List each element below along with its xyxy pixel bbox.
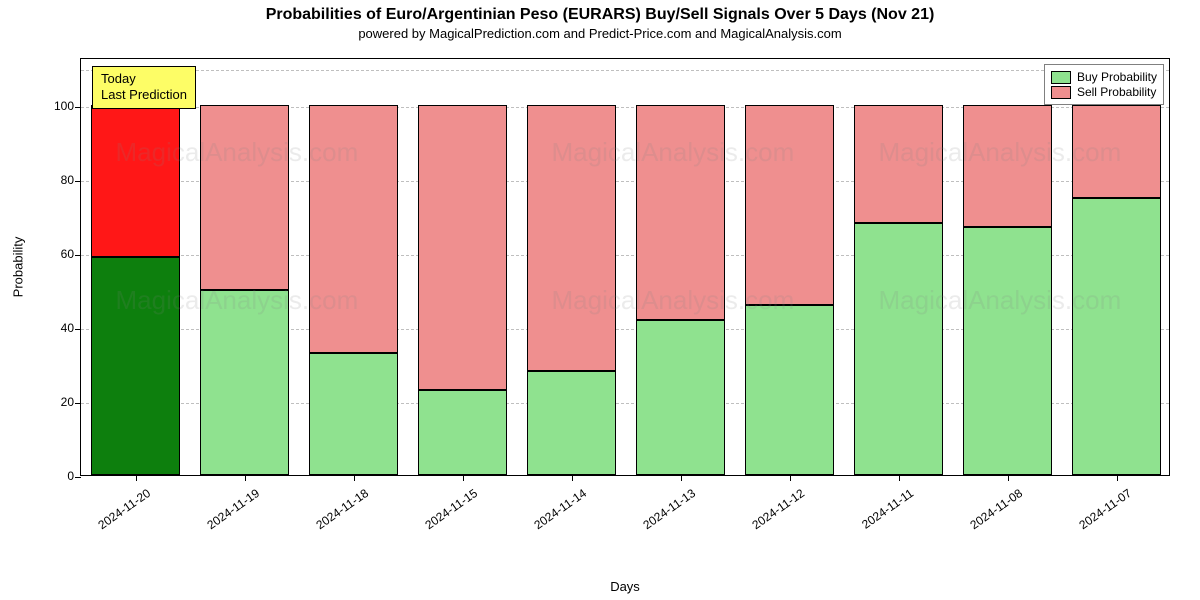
sell-bar — [418, 105, 507, 390]
buy-bar — [963, 227, 1052, 475]
x-tick-label: 2024-11-07 — [1068, 486, 1133, 538]
sell-bar — [854, 105, 943, 223]
x-tick-label: 2024-11-20 — [87, 486, 152, 538]
y-tick-label: 20 — [34, 395, 74, 409]
y-tick-label: 60 — [34, 247, 74, 261]
bar-group — [527, 59, 616, 475]
sell-bar — [636, 105, 725, 320]
legend-buy-swatch — [1051, 71, 1071, 84]
y-tick-mark — [75, 477, 81, 478]
buy-bar — [309, 353, 398, 475]
x-tick-label: 2024-11-08 — [959, 486, 1024, 538]
y-tick-mark — [75, 255, 81, 256]
chart-subtitle: powered by MagicalPrediction.com and Pre… — [0, 26, 1200, 41]
y-tick-label: 80 — [34, 173, 74, 187]
x-tick-mark — [1008, 475, 1009, 481]
y-tick-label: 40 — [34, 321, 74, 335]
buy-bar — [854, 223, 943, 475]
bar-group — [418, 59, 507, 475]
y-tick-mark — [75, 181, 81, 182]
x-tick-mark — [572, 475, 573, 481]
x-tick-label: 2024-11-11 — [850, 486, 915, 538]
x-axis-label: Days — [610, 579, 640, 594]
x-tick-mark — [354, 475, 355, 481]
legend-sell: Sell Probability — [1051, 85, 1157, 99]
bar-group — [1072, 59, 1161, 475]
x-tick-mark — [245, 475, 246, 481]
legend-sell-label: Sell Probability — [1077, 85, 1156, 99]
chart-title: Probabilities of Euro/Argentinian Peso (… — [0, 0, 1200, 24]
bar-group — [745, 59, 834, 475]
y-tick-label: 100 — [34, 99, 74, 113]
bar-group — [854, 59, 943, 475]
bar-group — [636, 59, 725, 475]
buy-bar — [91, 257, 180, 475]
y-tick-label: 0 — [34, 469, 74, 483]
x-tick-mark — [899, 475, 900, 481]
x-tick-label: 2024-11-15 — [414, 486, 479, 538]
x-tick-mark — [790, 475, 791, 481]
y-axis-label: Probability — [11, 237, 26, 298]
legend: Buy ProbabilitySell Probability — [1044, 64, 1164, 105]
y-tick-mark — [75, 107, 81, 108]
sell-bar — [963, 105, 1052, 227]
sell-bar — [527, 105, 616, 371]
plot-area: MagicalAnalysis.comMagicalAnalysis.comMa… — [80, 58, 1170, 476]
buy-bar — [200, 290, 289, 475]
x-tick-mark — [136, 475, 137, 481]
bar-group — [963, 59, 1052, 475]
today-annotation-line1: Today — [101, 71, 187, 87]
x-tick-label: 2024-11-18 — [305, 486, 370, 538]
sell-bar — [1072, 105, 1161, 197]
x-tick-mark — [463, 475, 464, 481]
y-tick-mark — [75, 403, 81, 404]
legend-buy-label: Buy Probability — [1077, 70, 1157, 84]
sell-bar — [745, 105, 834, 305]
buy-bar — [418, 390, 507, 475]
sell-bar — [309, 105, 398, 353]
sell-bar — [200, 105, 289, 290]
today-annotation-line2: Last Prediction — [101, 87, 187, 103]
today-annotation: TodayLast Prediction — [92, 66, 196, 109]
x-tick-mark — [681, 475, 682, 481]
sell-bar — [91, 105, 180, 257]
x-tick-mark — [1117, 475, 1118, 481]
y-tick-mark — [75, 329, 81, 330]
bar-group — [91, 59, 180, 475]
x-tick-label: 2024-11-13 — [632, 486, 697, 538]
buy-bar — [527, 371, 616, 475]
legend-sell-swatch — [1051, 86, 1071, 99]
x-tick-label: 2024-11-12 — [741, 486, 806, 538]
bar-group — [200, 59, 289, 475]
buy-bar — [636, 320, 725, 475]
legend-buy: Buy Probability — [1051, 70, 1157, 84]
buy-bar — [1072, 198, 1161, 475]
buy-bar — [745, 305, 834, 475]
x-tick-label: 2024-11-19 — [196, 486, 261, 538]
bar-group — [309, 59, 398, 475]
x-tick-label: 2024-11-14 — [523, 486, 588, 538]
